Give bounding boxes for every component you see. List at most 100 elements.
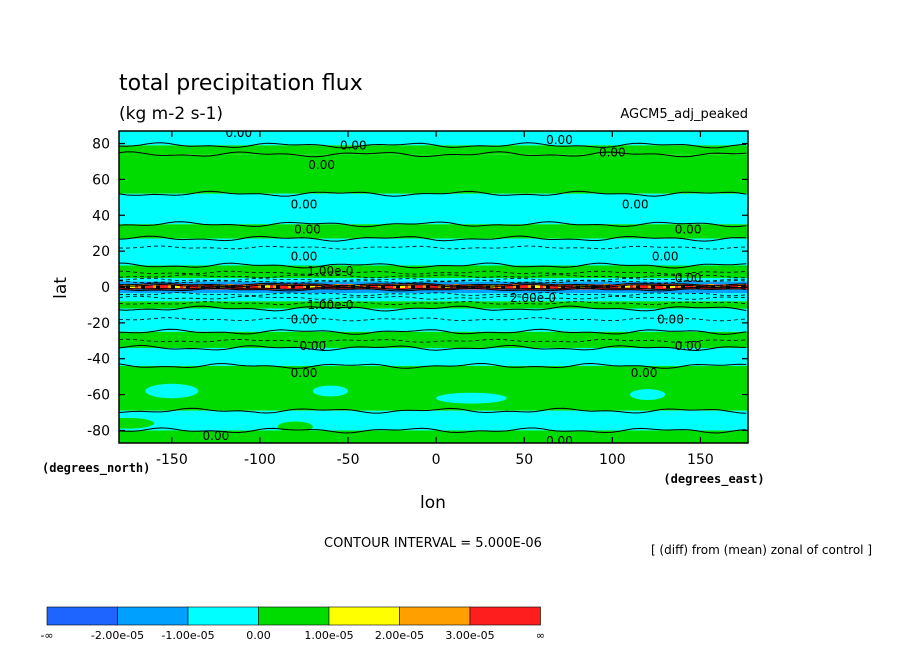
contour-value-label: 0.00: [294, 223, 321, 237]
contour-value-label: 0.00: [291, 250, 318, 264]
contour-band: [119, 347, 748, 366]
contour-band: [119, 410, 748, 431]
colorbar-swatch: [46, 606, 118, 626]
x-tick-label: 150: [687, 452, 714, 468]
contour-value-label: 0.00: [631, 366, 658, 380]
x-tick-label: 100: [599, 452, 626, 468]
contour-value-label: 1.00e-0: [307, 298, 353, 312]
contour-line: [119, 190, 747, 197]
equator-dark-patch: [486, 285, 490, 289]
contour-island: [145, 383, 199, 399]
contour-line: [119, 287, 747, 292]
equator-dark-patch: [561, 285, 565, 289]
equator-dark-patch: [381, 285, 385, 289]
equator-yellow-patch: [580, 285, 585, 288]
contour-band: [119, 131, 748, 146]
contour-island: [312, 385, 349, 397]
contour-value-label: 0.00: [652, 250, 679, 264]
contour-value-label: 0.00: [657, 312, 684, 326]
contour-value-label: 0.00: [203, 429, 230, 443]
x-tick-label: -50: [337, 452, 360, 468]
contour-line: [119, 221, 747, 228]
contour-band: [119, 293, 748, 302]
colorbar: -∞ -2.00e-05 -1.00e-05 0.00 1.00e-05 2.00e-05…: [40, 606, 545, 642]
contour-island: [568, 209, 622, 221]
equator-dark-patch: [681, 285, 685, 289]
equator-dark-patch: [186, 285, 190, 289]
contour-band: [119, 365, 748, 411]
contour-island: [629, 389, 666, 400]
contour-band: [119, 281, 748, 285]
equator-dark-patch: [726, 285, 730, 289]
contour-line: [119, 407, 747, 414]
equator-dark-patch: [321, 285, 325, 289]
chart-title: total precipitation flux: [119, 71, 363, 96]
contour-line: [119, 305, 747, 312]
contour-band: [119, 265, 748, 279]
colorbar-label: 2.00e-05: [375, 629, 424, 642]
equator-yellow-patch: [265, 285, 270, 288]
colorbar-swatch: [187, 606, 259, 626]
x-axis: -150 -100 -50 0 50 100 150: [156, 131, 714, 468]
y-tick-label: -40: [87, 352, 110, 368]
equator-dark-patch: [156, 285, 160, 289]
contour-band: [119, 308, 748, 332]
x-tick-label: -150: [156, 452, 188, 468]
y-tick-label: 0: [101, 280, 110, 296]
contour-line: [119, 262, 747, 269]
contour-band: [119, 154, 748, 194]
equator-yellow-patch: [625, 285, 630, 288]
equator-dark-patch: [411, 285, 415, 289]
contour-line: [119, 151, 747, 158]
equator-dark-patch: [141, 285, 145, 289]
colorbar-label: 0.00: [246, 629, 271, 642]
contour-value-label: 0.00: [291, 366, 318, 380]
equator-dark-patch: [621, 285, 625, 289]
y-tick-label: 20: [92, 244, 110, 260]
y-tick-label: 80: [92, 137, 110, 153]
y-tick-label: -80: [87, 423, 110, 439]
contour-band: [119, 301, 748, 309]
contour-band: [119, 331, 748, 348]
contour-island: [277, 421, 313, 433]
contour-value-label: 0.00: [675, 271, 702, 285]
x-tick-label: 50: [515, 452, 533, 468]
equator-dark-patch: [291, 285, 295, 289]
contour-band: [119, 145, 748, 155]
equator-dark-patch: [306, 285, 310, 289]
contour-value-label: 0.00: [340, 138, 367, 152]
equator-yellow-patch: [175, 285, 180, 288]
colorbar-label: -1.00e-05: [161, 629, 214, 642]
contour-value-label: 1.00e-0: [307, 264, 353, 278]
contour-band: [119, 224, 748, 239]
colorbar-swatch: [469, 606, 541, 626]
y-axis-label: lat: [51, 277, 71, 299]
contour-band: [119, 278, 748, 282]
equator-dark-patch: [366, 285, 370, 289]
equator-max-band: [119, 284, 748, 290]
equator-dark-patch: [201, 285, 205, 289]
equator-dark-patch: [636, 285, 640, 289]
contour-line: [119, 142, 747, 149]
contour-line: [119, 344, 747, 352]
contour-island: [339, 156, 393, 167]
contour-band: [119, 430, 748, 443]
contour-line: [119, 362, 747, 369]
contour-value-label: 0.00: [308, 158, 335, 172]
contour-island: [119, 147, 172, 162]
contour-line-layer: [119, 142, 747, 434]
equator-dark-patch: [426, 285, 430, 289]
contour-interval-text: CONTOUR INTERVAL = 5.000E-06: [324, 536, 542, 551]
contour-band: [119, 238, 748, 266]
equator-yellow-patch: [670, 285, 675, 288]
equator-dark-patch: [171, 285, 175, 289]
contour-value-label: 0.00: [546, 133, 573, 147]
units-label: (kg m-2 s-1): [119, 104, 223, 124]
equator-dark-patch: [516, 285, 520, 289]
contour-line: [119, 282, 747, 287]
equator-dark-patch: [501, 285, 505, 289]
equator-dark-patch: [651, 285, 655, 289]
contour-value-label: 0.00: [225, 126, 252, 140]
contour-value-label: 0.00: [599, 146, 626, 160]
